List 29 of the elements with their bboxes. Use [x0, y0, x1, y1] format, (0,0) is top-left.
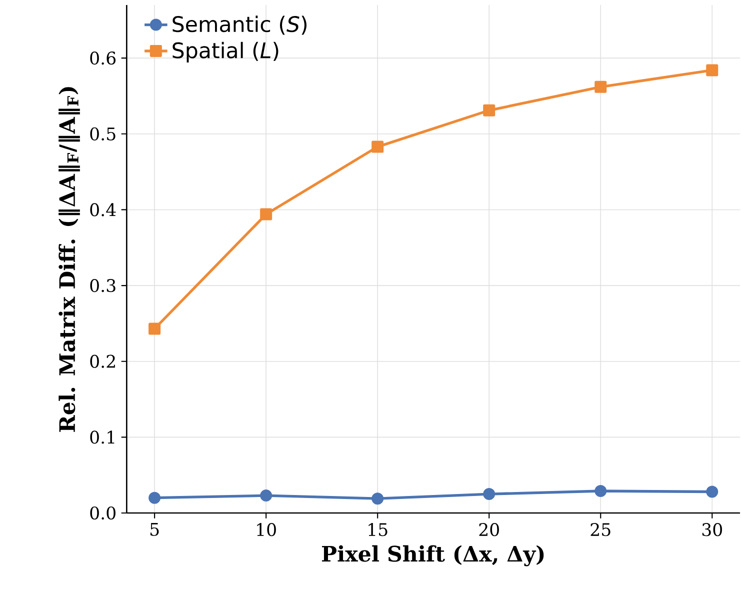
x-tick-label: 30 — [702, 523, 722, 536]
x-tick-label: 5 — [150, 523, 159, 536]
point — [372, 492, 384, 505]
y-tick-label: 0.0 — [90, 506, 116, 520]
y-tick-label: 0.1 — [90, 430, 114, 444]
x-tick-label: 20 — [479, 523, 499, 536]
point — [594, 80, 607, 93]
x-tick-label: 25 — [590, 523, 610, 536]
point — [148, 322, 161, 335]
y-tick-label: 0.6 — [90, 52, 116, 65]
y-tick-label: 0.3 — [90, 278, 116, 292]
y-tick-label: 0.5 — [90, 127, 116, 140]
point — [260, 208, 272, 220]
x-tick-label: 10 — [257, 523, 276, 536]
legend-label: Spatial (L) — [172, 42, 278, 63]
point — [148, 492, 161, 504]
x-tick-label: 15 — [368, 523, 388, 536]
x-axis-title: Pixel Shift (Δx, Δy) — [322, 545, 544, 566]
y-tick-label: 0.2 — [90, 354, 115, 368]
y-axis-title: Rel. Matrix Diff. (‖ΔA‖$_{F}$/‖A‖$_{F}$) — [58, 87, 80, 432]
point — [594, 485, 607, 498]
point — [483, 488, 496, 500]
point — [260, 490, 272, 502]
point — [372, 140, 384, 153]
point — [483, 104, 496, 116]
point — [706, 64, 718, 76]
legend-label: Semantic (S) — [172, 16, 306, 35]
point — [706, 486, 718, 498]
y-tick-label: 0.4 — [90, 203, 116, 216]
